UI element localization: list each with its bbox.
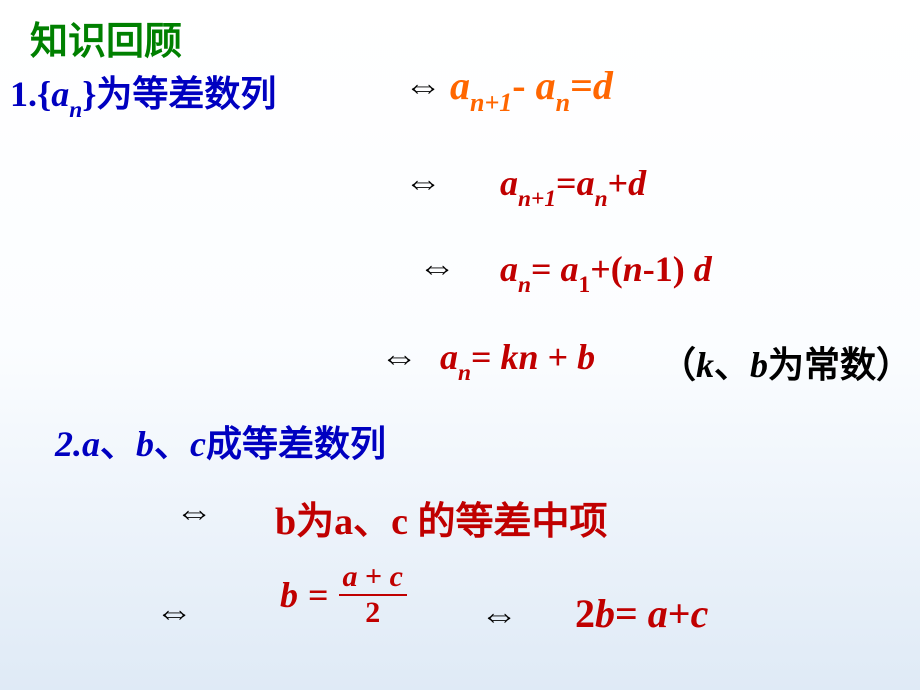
eq4-kk: k: [696, 345, 714, 385]
eq1-sub-n: n: [556, 88, 570, 117]
iff-arrow-2: ⇔: [404, 160, 442, 204]
equation-fraction: b = a + c 2: [280, 562, 407, 628]
eq2-sub-n: n: [595, 186, 608, 212]
eq4-n: n: [519, 337, 539, 377]
eq5-c: c: [391, 501, 408, 543]
eq4-k: k: [501, 337, 519, 377]
eq6-c: c: [691, 591, 709, 636]
frac-num-a: a: [343, 560, 358, 593]
definition-1: 1.{an}为等差数列: [10, 65, 276, 121]
eq5-mid2: 的等差中项: [408, 501, 608, 543]
eq6-b: b: [595, 591, 615, 636]
eq5-a: a: [334, 501, 353, 543]
eq1-a2: a: [536, 63, 556, 108]
fraction: a + c 2: [339, 562, 407, 628]
equation-recurrence-diff: an+1- an=d: [450, 62, 613, 115]
sep1: 、: [100, 424, 136, 464]
frac-eq: =: [308, 574, 329, 616]
eq1-a: a: [450, 63, 470, 108]
eq3-eq: =: [531, 249, 561, 289]
eq3-d: d: [694, 249, 712, 289]
iff-arrow-5: ⇔: [175, 490, 213, 534]
iff-arrow-6b: ⇔: [480, 593, 518, 637]
paren-close: ）: [876, 345, 912, 385]
eq3-a: a: [500, 249, 518, 289]
eq3-sub-1: 1: [579, 272, 591, 298]
const-text: 为常数: [768, 345, 876, 385]
brace-open: {: [37, 74, 51, 114]
eq4-sub-n: n: [458, 360, 471, 386]
fraction-denominator: 2: [361, 596, 384, 628]
eq2-sub-np1: n+1: [518, 186, 556, 212]
var-a: a: [82, 424, 100, 464]
eq4-sep: 、: [714, 345, 750, 385]
slide-title: 知识回顾: [30, 10, 182, 65]
eq6-eq: =: [615, 591, 648, 636]
definition-2: 2.a、b、c成等差数列: [55, 415, 386, 467]
eq4-b: b: [577, 337, 595, 377]
brace-close: }: [82, 74, 96, 114]
equation-linear: an= kn + b: [440, 336, 595, 384]
variable-a: a: [51, 74, 69, 114]
equation-general-term: an= a1+(n-1) d: [500, 248, 712, 296]
eq3-a1: a: [561, 249, 579, 289]
eq3-plus-open: +(: [590, 249, 623, 289]
subscript-n: n: [69, 97, 82, 123]
equation-recurrence: an+1=an+d: [500, 162, 646, 210]
eq4-a: a: [440, 337, 458, 377]
eq3-n: n: [623, 249, 643, 289]
eq4-eq: =: [471, 337, 501, 377]
eq6-plus: +: [668, 591, 691, 636]
eq6-two: 2: [575, 591, 595, 636]
arith-seq-text-2: 成等差数列: [206, 424, 386, 464]
arithmetic-mean-text: b为a、c 的等差中项: [275, 490, 608, 545]
eq1-eq: =: [570, 63, 593, 108]
fraction-numerator: a + c: [339, 562, 407, 594]
eq2-a2: a: [577, 163, 595, 203]
arith-seq-text: 为等差数列: [96, 74, 276, 114]
eq2-d: d: [628, 163, 646, 203]
eq1-sub-np1: n+1: [470, 88, 512, 117]
eq3-minus1: -1): [643, 249, 694, 289]
paren-open: （: [660, 345, 696, 385]
iff-arrow-1: ⇔: [404, 64, 442, 108]
eq2-plus: +: [608, 163, 629, 203]
eq5-b: b: [275, 501, 296, 543]
var-c: c: [190, 424, 206, 464]
iff-arrow-4: ⇔: [380, 335, 418, 379]
eq4-plus: +: [539, 337, 578, 377]
equation-linear-note: （k、b为常数）: [660, 336, 912, 388]
frac-b: b: [280, 574, 298, 616]
eq5-sep: 、: [353, 501, 391, 543]
eq3-sub-n: n: [518, 272, 531, 298]
eq2-a: a: [500, 163, 518, 203]
eq6-a: a: [648, 591, 668, 636]
sep2: 、: [154, 424, 190, 464]
frac-plus: +: [358, 560, 390, 593]
iff-arrow-3: ⇔: [418, 245, 456, 289]
item-number-2: 2.: [55, 424, 82, 464]
eq5-mid1: 为: [296, 501, 334, 543]
var-b: b: [136, 424, 154, 464]
item-number-1: 1.: [10, 74, 37, 114]
frac-num-c: c: [390, 560, 403, 593]
eq4-bb: b: [750, 345, 768, 385]
iff-arrow-6a: ⇔: [155, 590, 193, 634]
eq2-eq: =: [556, 163, 577, 203]
equation-2b: 2b= a+c: [575, 590, 708, 637]
eq1-minus: -: [512, 63, 525, 108]
eq1-d: d: [593, 63, 613, 108]
